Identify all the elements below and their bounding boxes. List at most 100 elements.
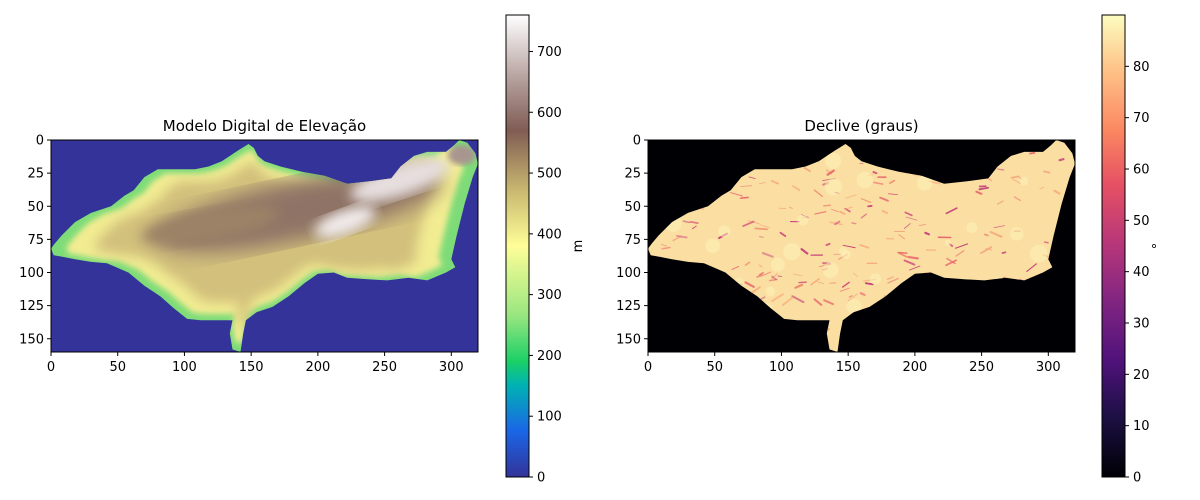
slope-streak (813, 189, 823, 198)
slope-streak (744, 281, 755, 288)
dem-peak-center (314, 206, 376, 238)
slope-streak (889, 179, 896, 185)
dem-x-axis: 0 50 100 150 200 250 300 (47, 352, 464, 375)
slope-x-tick-label: 100 (769, 360, 794, 375)
slope-streak (759, 224, 771, 229)
slope-streak (771, 293, 784, 302)
slope-streak (844, 206, 854, 210)
slope-streak (864, 282, 874, 286)
slope-y-tick-label: 125 (616, 299, 641, 314)
slope-streak (814, 211, 827, 215)
slope-streak (924, 231, 930, 236)
slope-x-tick-label: 50 (706, 360, 723, 375)
slope-streak (886, 276, 894, 281)
slope-flat-patch (869, 273, 881, 285)
slope-streak (980, 246, 993, 254)
slope-y-axis: 0 25 50 75 100 125 150 (616, 134, 648, 347)
slope-colorbar-tick-label: 40 (1133, 265, 1150, 280)
slope-streak (955, 249, 965, 257)
dem-ridge-west (141, 205, 279, 245)
slope-streak (847, 293, 858, 302)
slope-streak (848, 295, 853, 298)
slope-x-tick-label: 250 (969, 360, 994, 375)
slope-y-tick-label: 100 (616, 266, 641, 281)
slope-streak (789, 206, 793, 209)
slope-streak (1058, 158, 1065, 162)
slope-colorbar-ticks: 0 10 20 30 40 50 60 70 80 (1125, 60, 1150, 486)
slope-streak (909, 265, 921, 271)
dem-peak-far-east (448, 145, 476, 165)
dem-x-tick-label: 50 (109, 360, 126, 375)
slope-colorbar-tick-label: 80 (1133, 60, 1150, 75)
slope-flat-patch (846, 298, 862, 315)
slope-x-tick-label: 300 (1036, 360, 1061, 375)
dem-x-tick-label: 100 (172, 360, 197, 375)
dem-panel: Modelo Digital de Elevação 0 50 100 150 200 2… (19, 14, 586, 486)
slope-streak (758, 236, 764, 238)
slope-streak (945, 259, 957, 267)
slope-y-tick-label: 150 (616, 332, 641, 347)
slope-streak (975, 190, 983, 195)
slope-streak (851, 222, 857, 225)
slope-streak (825, 242, 831, 246)
dem-colorbar-tick-label: 500 (537, 167, 562, 182)
slope-flat-patch (966, 222, 978, 233)
slope-streak (754, 227, 768, 231)
slope-streak (794, 283, 804, 289)
slope-streak (731, 265, 740, 270)
slope-colorbar-tick-label: 60 (1133, 163, 1150, 178)
slope-streak (905, 216, 918, 221)
slope-colorbar-tick-label: 70 (1133, 111, 1150, 126)
slope-y-tick-label: 50 (624, 200, 641, 215)
slope-streak (661, 246, 671, 250)
slope-x-tick-label: 0 (644, 360, 652, 375)
slope-flat-patch (771, 257, 785, 272)
slope-flat-patch (1019, 176, 1029, 186)
slope-streak (779, 231, 787, 238)
dem-colorbar (505, 14, 530, 478)
slope-streak (1026, 263, 1037, 272)
slope-streak (887, 193, 898, 196)
slope-axes-frame (647, 139, 1076, 353)
slope-streak (1012, 178, 1021, 184)
dem-x-tick-label: 150 (239, 360, 264, 375)
slope-colorbar-tick-label: 10 (1133, 419, 1150, 434)
slope-streak (758, 271, 764, 276)
dem-colorbar-tick-label: 700 (537, 45, 562, 60)
dem-y-tick-label: 100 (19, 266, 44, 281)
slope-streak (946, 257, 956, 265)
slope-colorbar-tick-label: 50 (1133, 214, 1150, 229)
slope-y-tick-label: 25 (624, 167, 641, 182)
slope-flat-patch (839, 247, 848, 256)
slope-flat-patch (1010, 227, 1024, 241)
slope-streak (800, 248, 809, 255)
slope-streak (954, 243, 969, 249)
slope-title: Declive (graus) (804, 117, 918, 135)
slope-streak (749, 286, 761, 295)
dem-peak-east (350, 157, 450, 203)
slope-streak (897, 251, 908, 258)
slope-flat-patch (705, 238, 720, 254)
slope-y-tick-label: 0 (633, 134, 641, 149)
slope-flat-patch (944, 239, 952, 247)
dem-colorbar-tick-label: 400 (537, 227, 562, 242)
slope-streak (813, 298, 823, 306)
slope-flat-patch (856, 171, 873, 188)
slope-streak (845, 194, 857, 199)
dem-title: Modelo Digital de Elevação (163, 117, 366, 135)
slope-streak (978, 186, 989, 191)
dem-colorbar-label: m (571, 240, 586, 253)
slope-streak (903, 223, 911, 229)
dem-colorbar-tick-label: 200 (537, 349, 562, 364)
slope-streak (682, 220, 691, 224)
slope-colorbar (1101, 14, 1126, 478)
slope-streak (842, 244, 856, 249)
slope-streak (984, 233, 989, 237)
slope-streak (852, 272, 859, 277)
dem-y-tick-label: 125 (19, 299, 44, 314)
slope-flat-patch (1030, 244, 1048, 263)
slope-flat-patch (783, 243, 801, 261)
dem-colorbar-tick-label: 600 (537, 106, 562, 121)
slope-streak (822, 204, 832, 207)
slope-streak (834, 220, 841, 226)
